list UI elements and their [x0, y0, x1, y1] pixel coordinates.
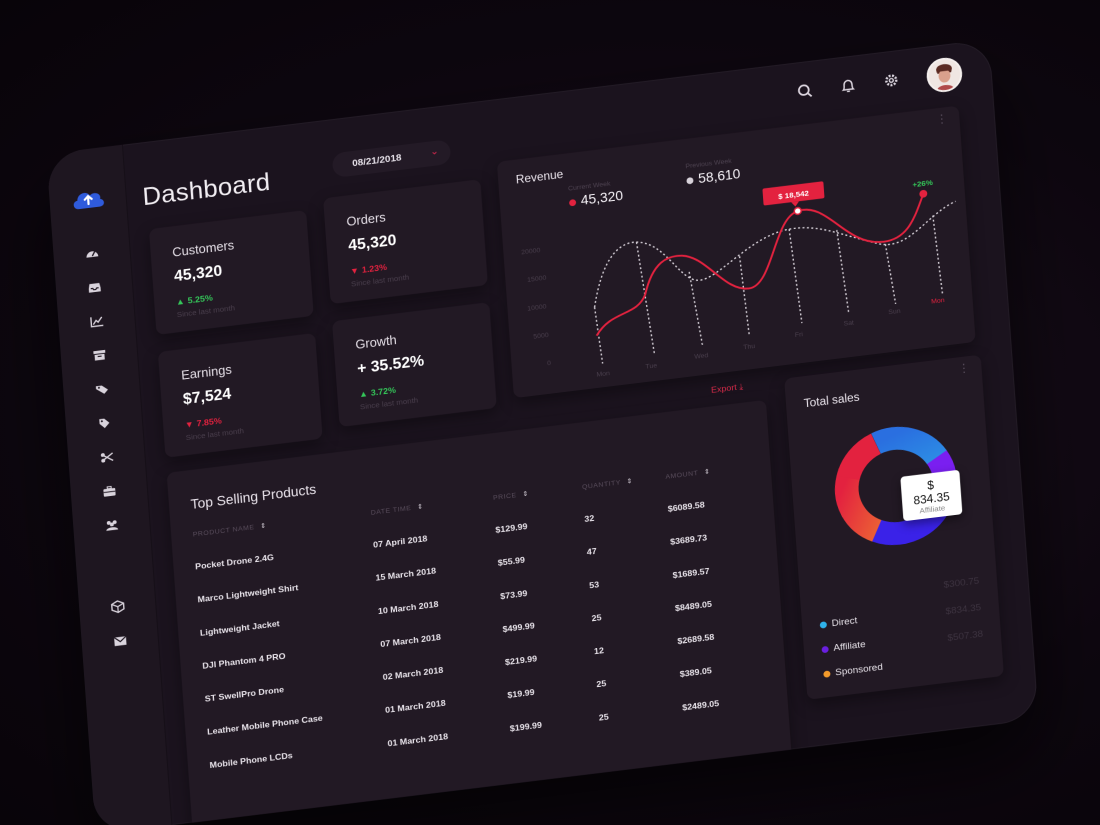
svg-text:Tue: Tue — [645, 362, 657, 370]
stat-label: Earnings — [180, 362, 233, 383]
cloud-upload-icon[interactable] — [69, 185, 106, 212]
svg-text:Sun: Sun — [888, 308, 901, 316]
svg-text:Fri: Fri — [795, 331, 804, 339]
sort-icon: ⇕ — [626, 478, 634, 486]
direct-value: $300.75 — [943, 575, 980, 591]
avatar[interactable] — [925, 55, 964, 95]
total-sales-donut[interactable]: $ 834.35 Affiliate — [828, 417, 965, 555]
svg-text:0: 0 — [547, 360, 552, 367]
svg-text:Sat: Sat — [843, 319, 854, 327]
arrow-up-icon: ▲ — [175, 296, 186, 307]
stat-card-growth: Growth + 35.52% ▲ 3.72% Since last month — [331, 302, 497, 428]
total-sales-title: Total sales — [803, 390, 860, 411]
briefcase-icon[interactable] — [97, 480, 120, 503]
date-value: 08/21/2018 — [351, 152, 402, 169]
search-icon[interactable] — [796, 82, 815, 101]
cube-icon[interactable] — [106, 595, 129, 618]
dashboard-icon[interactable] — [80, 242, 103, 265]
arrow-down-icon: ▼ — [184, 419, 195, 430]
svg-text:5000: 5000 — [533, 332, 549, 341]
sidebar — [46, 144, 173, 825]
more-menu-icon[interactable]: ⋮ — [957, 360, 971, 376]
stat-label: Growth — [354, 332, 398, 352]
tags-icon[interactable] — [90, 378, 113, 401]
stat-label: Customers — [171, 237, 235, 260]
arrow-up-icon: ▲ — [358, 388, 369, 399]
svg-text:15000: 15000 — [527, 275, 547, 284]
sponsored-value: $507.38 — [947, 628, 984, 644]
scissors-icon[interactable] — [95, 446, 118, 469]
sponsored-dot — [823, 670, 831, 678]
gear-icon[interactable] — [883, 72, 902, 91]
direct-dot — [819, 621, 828, 629]
stat-value: $7,524 — [182, 386, 232, 408]
svg-text:Thu: Thu — [743, 343, 756, 351]
svg-text:20000: 20000 — [521, 247, 541, 256]
revenue-line-chart[interactable]: 20000 15000 10000 5000 0 Mon Tue Wed Thu… — [497, 106, 976, 399]
dashboard-device: Dashboard 08/21/2018 ⌄ — [46, 38, 1039, 825]
bell-icon[interactable] — [840, 77, 859, 96]
svg-text:Wed: Wed — [694, 352, 709, 361]
svg-text:10000: 10000 — [527, 303, 547, 312]
top-icons — [796, 55, 964, 110]
products-table: PRODUCT NAME ⇕ DATE TIME ⇕ PRICE ⇕ QUANTITY… — [192, 457, 767, 783]
stat-card-earnings: Earnings $7,524 ▼ 7.85% Since last month — [157, 332, 323, 458]
users-icon[interactable] — [100, 514, 123, 537]
stat-label: Orders — [346, 209, 387, 229]
sort-icon: ⇕ — [703, 468, 711, 476]
archive-icon[interactable] — [88, 344, 111, 367]
legend-direct: Direct — [819, 616, 858, 631]
total-sales-card: Total sales ⋮ $ — [784, 354, 1004, 700]
inbox-icon[interactable] — [83, 276, 106, 299]
revenue-card: Revenue ⋮ Current Week 45,320 Previous W… — [496, 105, 976, 399]
chevron-down-icon: ⌄ — [429, 146, 439, 158]
svg-text:Mon: Mon — [596, 370, 610, 378]
table-title: Top Selling Products — [190, 481, 317, 512]
affiliate-dot — [821, 645, 829, 654]
export-button[interactable]: Export ⤓ — [710, 381, 744, 396]
chart-line-icon[interactable] — [85, 310, 108, 333]
top-products-card: Export ⤓ Top Selling Products PRODUCT NA… — [166, 382, 794, 825]
sort-icon: ⇕ — [522, 490, 530, 499]
top-bar: Dashboard 08/21/2018 ⌄ — [123, 39, 994, 211]
svg-text:Mon: Mon — [931, 297, 945, 305]
sort-icon: ⇕ — [416, 503, 424, 512]
affiliate-value: $834.35 — [945, 602, 982, 618]
date-picker[interactable]: 08/21/2018 ⌄ — [331, 139, 452, 179]
sort-icon: ⇕ — [260, 522, 267, 531]
envelope-icon[interactable] — [108, 629, 131, 652]
main-content: Dashboard 08/21/2018 ⌄ — [123, 39, 1039, 825]
download-icon: ⤓ — [738, 381, 744, 392]
arrow-down-icon: ▼ — [349, 265, 360, 277]
tag-icon[interactable] — [92, 412, 115, 435]
svg-text:+26%: +26% — [912, 178, 933, 189]
